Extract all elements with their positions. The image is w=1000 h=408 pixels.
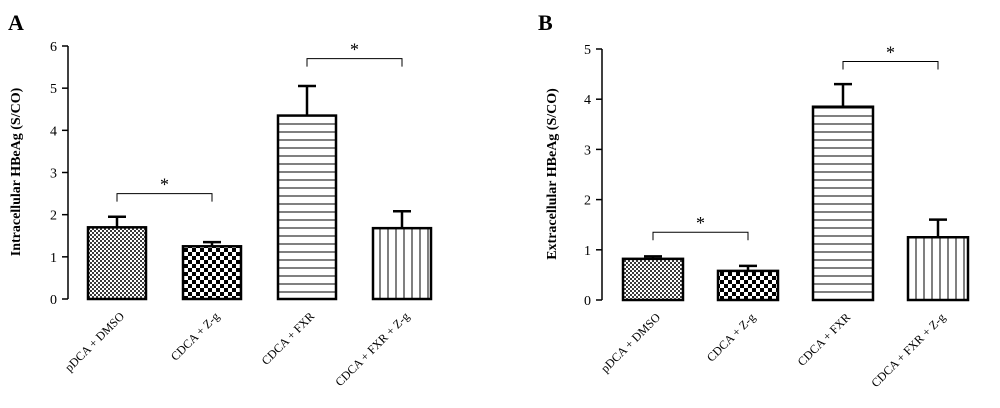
x-tick-label: CDCA + FXR + Z-g	[868, 310, 948, 390]
x-tick-label: CDCA + Z-g	[168, 309, 222, 363]
y-tick-label: 0	[584, 294, 591, 309]
bar	[181, 245, 243, 301]
y-tick-label: 4	[584, 93, 591, 108]
significance-label: *	[696, 213, 705, 233]
x-tick-label: pDCA + DMSO	[598, 310, 663, 375]
significance-bracket	[652, 231, 749, 241]
x-tick-label: CDCA + FXR + Z-g	[332, 309, 412, 389]
y-tick-label: 1	[50, 251, 57, 266]
y-tick-label: 3	[584, 143, 591, 158]
bar	[86, 226, 148, 301]
y-tick-label: 3	[50, 167, 57, 182]
y-tick-label: 0	[50, 293, 57, 308]
y-tick-label: 6	[50, 40, 57, 55]
y-tick-label: 1	[584, 244, 591, 259]
bar	[716, 269, 780, 302]
panel-label: A	[8, 10, 24, 35]
y-axis-label: Extracellular HBeAg (S/CO)	[545, 88, 560, 260]
bar	[276, 114, 338, 301]
x-tick-label: CDCA + Z-g	[704, 310, 758, 364]
bar	[621, 257, 685, 302]
panel-b: B Extracellular HBeAg (S/CO) 0 1 2 3 4 5 pDCA …	[538, 10, 970, 390]
significance-label: *	[350, 40, 359, 60]
significance-label: *	[160, 175, 169, 195]
x-tick-label: CDCA + FXR	[259, 309, 318, 368]
bar	[371, 226, 433, 301]
panel-label: B	[538, 10, 553, 35]
significance-bracket	[116, 193, 213, 202]
x-tick-label: pDCA + DMSO	[62, 309, 127, 374]
bar	[811, 105, 875, 302]
y-tick-label: 4	[50, 124, 57, 139]
y-tick-label: 5	[50, 82, 57, 97]
bar	[906, 236, 970, 302]
plot-area: 0 1 2 3 4 5 pDCA + DMSO CDCA + Z-g CDCA + FXR CDC…	[584, 43, 970, 390]
y-axis-label: Intracellular HBeAg (S/CO)	[9, 87, 24, 256]
panel-a: A Intracellular HBeAg (S/CO) 0 1 2 3 4 5 6 pDCA…	[8, 10, 433, 389]
significance-label: *	[886, 43, 895, 63]
y-tick-label: 2	[50, 209, 57, 224]
y-tick-label: 2	[584, 194, 591, 209]
x-tick-label: CDCA + FXR	[795, 310, 854, 369]
significance-bracket	[306, 58, 403, 67]
y-tick-label: 5	[584, 43, 591, 58]
plot-area: 0 1 2 3 4 5 6 pDCA + DMSO CDCA + Z-g CDCA + FXR CD…	[50, 40, 433, 389]
significance-bracket	[842, 61, 939, 70]
